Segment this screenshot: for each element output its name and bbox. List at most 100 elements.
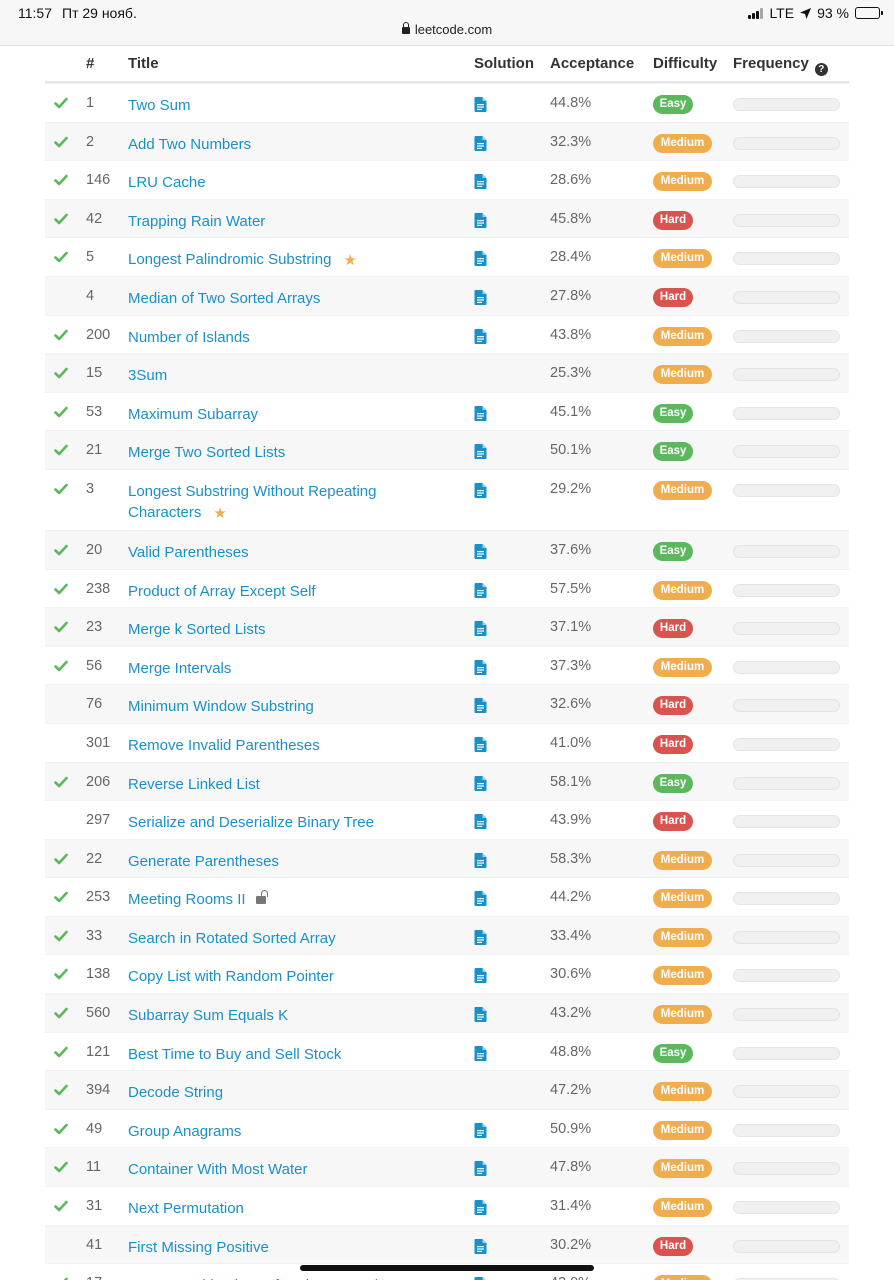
solution-document-icon[interactable] xyxy=(474,621,487,637)
problem-title[interactable]: Merge Two Sorted Lists xyxy=(128,444,286,462)
header-solution[interactable]: Solution xyxy=(474,55,534,72)
solution-document-icon[interactable] xyxy=(474,251,487,267)
solution-document-icon[interactable] xyxy=(474,289,487,305)
problem-title[interactable]: Remove Invalid Parentheses xyxy=(128,736,320,754)
problem-title-link[interactable]: Copy List with Random Pointer xyxy=(128,966,428,987)
help-icon[interactable]: ? xyxy=(814,63,828,76)
solution-document-icon[interactable] xyxy=(474,1161,487,1177)
problem-title[interactable]: Product of Array Except Self xyxy=(128,582,316,600)
problem-title[interactable]: Reverse Linked List xyxy=(128,775,260,793)
problem-title-link[interactable]: Next Permutation xyxy=(128,1198,428,1219)
problem-title-link[interactable]: Maximum Subarray xyxy=(128,404,428,425)
problem-title-link[interactable]: Decode String xyxy=(128,1082,428,1103)
problem-title[interactable]: Subarray Sum Equals K xyxy=(128,1007,289,1025)
problem-row[interactable]: 3 Longest Substring Without Repeating Cha… xyxy=(45,468,849,530)
solution-document-icon[interactable] xyxy=(474,736,487,752)
problem-row[interactable]: 238 Product of Array Except Self 57.5% Medi… xyxy=(45,568,849,608)
problem-title[interactable]: Search in Rotated Sorted Array xyxy=(128,929,336,947)
problem-title[interactable]: Add Two Numbers xyxy=(128,135,252,153)
problem-row[interactable]: 297 Serialize and Deserialize Binary Tree… xyxy=(45,800,849,839)
header-title[interactable]: Title xyxy=(128,55,159,72)
problem-row[interactable]: 200 Number of Islands 43.8% Medium xyxy=(45,314,849,354)
problem-title-link[interactable]: Best Time to Buy and Sell Stock xyxy=(128,1044,428,1065)
problem-title[interactable]: Serialize and Deserialize Binary Tree xyxy=(128,814,374,832)
problem-title[interactable]: Trapping Rain Water xyxy=(128,212,266,230)
problem-title-link[interactable]: LRU Cache xyxy=(128,172,428,193)
problem-row[interactable]: 21 Merge Two Sorted Lists 50.1% Easy xyxy=(45,430,849,469)
problem-title-link[interactable]: First Missing Positive xyxy=(128,1237,428,1258)
problem-title-link[interactable]: Subarray Sum Equals K xyxy=(128,1005,428,1026)
solution-document-icon[interactable] xyxy=(474,852,487,868)
solution-document-icon[interactable] xyxy=(474,814,487,830)
address-bar[interactable]: leetcode.com xyxy=(0,22,894,37)
problem-row[interactable]: 41 First Missing Positive 30.2% Hard xyxy=(45,1224,849,1264)
problem-title[interactable]: Group Anagrams xyxy=(128,1122,242,1140)
problem-row[interactable]: 15 3Sum 25.3% Medium xyxy=(45,353,849,392)
problem-title-link[interactable]: Number of Islands xyxy=(128,327,428,348)
problem-title[interactable]: Longest Substring Without Repeating Char… xyxy=(128,482,377,521)
problem-row[interactable]: 206 Reverse Linked List 58.1% Easy xyxy=(45,761,849,801)
problem-title-link[interactable]: Container With Most Water xyxy=(128,1159,428,1180)
solution-document-icon[interactable] xyxy=(474,444,487,460)
problem-title[interactable]: Two Sum xyxy=(128,97,191,114)
problem-title-link[interactable]: Product of Array Except Self xyxy=(128,581,428,602)
problem-title[interactable]: Copy List with Random Pointer xyxy=(128,968,334,986)
problem-title-link[interactable]: Minimum Window Substring xyxy=(128,696,428,717)
header-frequency-cell[interactable]: Frequency? xyxy=(733,55,828,76)
problem-row[interactable]: 42 Trapping Rain Water 45.8% Hard xyxy=(45,198,849,238)
problem-title-link[interactable]: Merge Two Sorted Lists xyxy=(128,442,428,463)
solution-document-icon[interactable] xyxy=(474,212,487,228)
header-acceptance[interactable]: Acceptance xyxy=(550,55,635,72)
problem-row[interactable]: 2 Add Two Numbers 32.3% Medium xyxy=(45,121,849,161)
problem-title-link[interactable]: Valid Parentheses xyxy=(128,542,428,563)
solution-document-icon[interactable] xyxy=(474,775,487,791)
problem-row[interactable]: 23 Merge k Sorted Lists 37.1% Hard xyxy=(45,607,849,646)
problem-title[interactable]: Minimum Window Substring xyxy=(128,698,314,716)
problem-title[interactable]: Maximum Subarray xyxy=(128,405,259,423)
problem-title-link[interactable]: Generate Parentheses xyxy=(128,851,428,872)
problem-row[interactable]: 1 Two Sum 44.8% Easy xyxy=(45,83,849,122)
solution-document-icon[interactable] xyxy=(474,929,487,945)
problem-row[interactable]: 253 Meeting Rooms II 44.2% Medium xyxy=(45,877,849,916)
problem-row[interactable]: 138 Copy List with Random Pointer 30.6% Med… xyxy=(45,954,849,993)
problem-title-link[interactable]: Trapping Rain Water xyxy=(128,211,428,232)
problem-title[interactable]: Best Time to Buy and Sell Stock xyxy=(128,1045,342,1063)
problem-title-link[interactable]: Search in Rotated Sorted Array xyxy=(128,928,428,949)
problem-row[interactable]: 17 Letter Combinations of a Phone Number 4… xyxy=(45,1263,849,1280)
problem-title[interactable]: Letter Combinations of a Phone Number xyxy=(128,1277,396,1280)
problem-title[interactable]: Decode String xyxy=(128,1084,224,1102)
solution-document-icon[interactable] xyxy=(474,1045,487,1061)
solution-document-icon[interactable] xyxy=(474,968,487,984)
problem-row[interactable]: 22 Generate Parentheses 58.3% Medium xyxy=(45,838,849,878)
header-num[interactable]: # xyxy=(86,55,95,72)
problem-title-link[interactable]: Merge Intervals xyxy=(128,658,428,679)
problem-title-link[interactable]: Meeting Rooms II xyxy=(128,889,428,910)
problem-title[interactable]: Longest Palindromic Substring xyxy=(128,251,332,269)
problem-title-link[interactable]: Group Anagrams xyxy=(128,1121,428,1142)
solution-document-icon[interactable] xyxy=(474,482,487,498)
solution-document-icon[interactable] xyxy=(474,1277,487,1280)
problem-title-link[interactable]: Merge k Sorted Lists xyxy=(128,619,428,640)
solution-document-icon[interactable] xyxy=(474,659,487,675)
solution-document-icon[interactable] xyxy=(474,97,487,112)
problem-title-link[interactable]: Longest Palindromic Substring ★ xyxy=(128,249,428,271)
problem-row[interactable]: 4 Median of Two Sorted Arrays 27.8% Hard xyxy=(45,275,849,315)
problem-title-link[interactable]: Serialize and Deserialize Binary Tree xyxy=(128,812,428,833)
problem-row[interactable]: 20 Valid Parentheses 37.6% Easy xyxy=(45,529,849,569)
problem-title[interactable]: Generate Parentheses xyxy=(128,852,279,870)
problem-title[interactable]: LRU Cache xyxy=(128,174,206,192)
header-frequency[interactable]: Frequency xyxy=(733,55,809,72)
header-difficulty[interactable]: Difficulty xyxy=(653,55,718,72)
solution-document-icon[interactable] xyxy=(474,1122,487,1138)
solution-document-icon[interactable] xyxy=(474,1007,487,1023)
problem-row[interactable]: 49 Group Anagrams 50.9% Medium xyxy=(45,1108,849,1148)
solution-document-icon[interactable] xyxy=(474,543,487,559)
problem-row[interactable]: 53 Maximum Subarray 45.1% Easy xyxy=(45,391,849,431)
problem-row[interactable]: 31 Next Permutation 31.4% Medium xyxy=(45,1186,849,1225)
problem-title[interactable]: 3Sum xyxy=(128,367,168,385)
problem-title[interactable]: Meeting Rooms II xyxy=(128,891,246,909)
problem-title[interactable]: Median of Two Sorted Arrays xyxy=(128,289,321,307)
problem-title-link[interactable]: 3Sum xyxy=(128,365,428,386)
problem-row[interactable]: 146 LRU Cache 28.6% Medium xyxy=(45,160,849,199)
problem-title[interactable]: Next Permutation xyxy=(128,1200,244,1218)
